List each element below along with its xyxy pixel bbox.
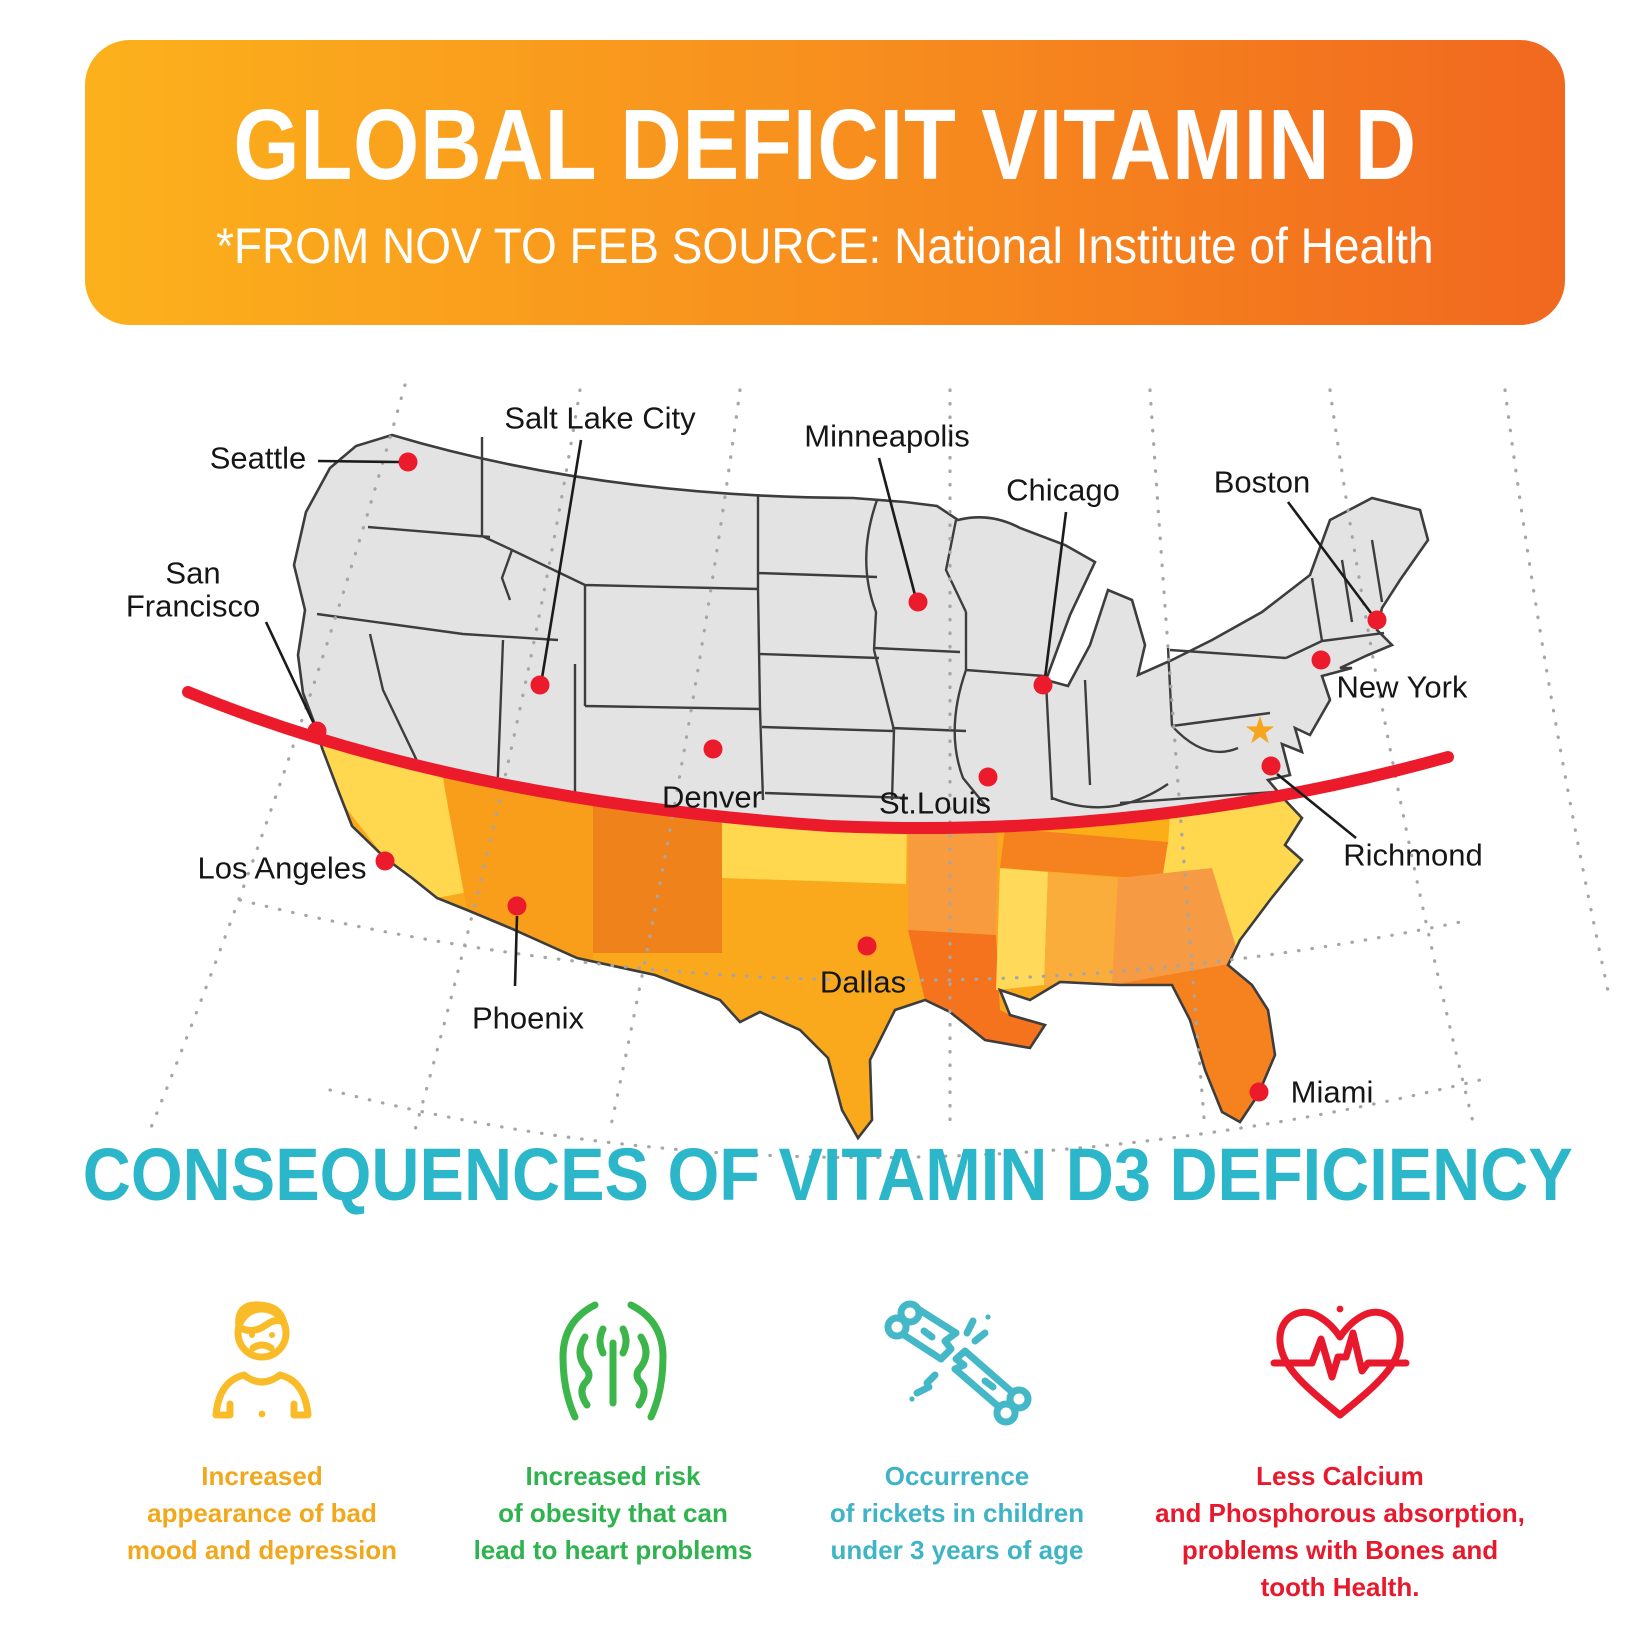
- page-subtitle: *FROM NOV TO FEB SOURCE: National Instit…: [216, 217, 1434, 274]
- city-dot-richmond: [1261, 756, 1281, 776]
- city-dot-boston: [1367, 610, 1387, 630]
- city-dot-seattle: [398, 452, 418, 472]
- city-dots: [307, 452, 1387, 1102]
- city-leader-lines: [264, 439, 1373, 987]
- map-label-denver: Denver: [662, 779, 762, 815]
- map-label-miami: Miami: [1290, 1074, 1374, 1110]
- state-borders: [316, 437, 1385, 829]
- graticule-lines: [148, 383, 1612, 1160]
- map-label-seattle: Seattle: [209, 440, 307, 476]
- city-dot-los-angeles: [375, 851, 395, 871]
- map-label-san-francisco: San Francisco: [125, 555, 261, 624]
- city-dot-minneapolis: [908, 592, 928, 612]
- consequence-obesity-caption: Increased risk of obesity that can lead …: [473, 1461, 753, 1565]
- broken-bone-icon: [884, 1300, 1032, 1426]
- map-label-salt-lake-city: Salt Lake City: [504, 400, 696, 436]
- consequence-rickets: Occurrence of rickets in children under …: [747, 1295, 1167, 1569]
- city-dot-chicago: [1033, 675, 1053, 695]
- city-dot-denver: [703, 739, 723, 759]
- consequence-mood: Increased appearance of bad mood and dep…: [52, 1295, 472, 1569]
- header-banner: GLOBAL DEFICIT VITAMIN D *FROM NOV TO FE…: [85, 40, 1565, 325]
- washington-dc-star-icon: [1245, 716, 1275, 744]
- consequence-mood-caption: Increased appearance of bad mood and dep…: [126, 1461, 398, 1565]
- consequences-title: CONSEQUENCES OF VITAMIN D3 DEFICIENCY: [82, 1133, 1573, 1216]
- city-dot-miami: [1249, 1082, 1269, 1102]
- map-label-boston: Boston: [1213, 464, 1311, 500]
- consequence-rickets-caption: Occurrence of rickets in children under …: [829, 1461, 1085, 1565]
- map-label-dallas: Dallas: [819, 964, 907, 1000]
- consequence-calcium-caption: Less Calcium and Phosphorous absorption,…: [1155, 1461, 1525, 1602]
- city-dot-phoenix: [507, 896, 527, 916]
- map-label-phoenix: Phoenix: [471, 1000, 585, 1036]
- vitamin-d-boundary-line: [182, 686, 1454, 835]
- city-dot-salt-lake-city: [530, 675, 550, 695]
- map-label-chicago: Chicago: [1006, 472, 1120, 508]
- city-dot-san-francisco: [307, 721, 327, 741]
- us-map-svg: [148, 383, 1612, 1160]
- consequence-obesity: Increased risk of obesity that can lead …: [403, 1295, 823, 1569]
- heart-pulse-icon: [1270, 1305, 1410, 1419]
- map-label-st-louis: St.Louis: [878, 785, 992, 821]
- obesity-body-icon: [559, 1301, 667, 1421]
- city-dot-new-york: [1311, 650, 1331, 670]
- consequence-calcium: Less Calcium and Phosphorous absorption,…: [1130, 1295, 1550, 1606]
- map-label-new-york: New York: [1336, 669, 1468, 705]
- city-dot-dallas: [857, 936, 877, 956]
- map-label-los-angeles: Los Angeles: [197, 850, 367, 886]
- sad-person-icon: [212, 1301, 312, 1419]
- city-dot-st-louis: [978, 767, 998, 787]
- map-label-minneapolis: Minneapolis: [804, 418, 970, 454]
- page-title: GLOBAL DEFICIT VITAMIN D: [233, 88, 1417, 201]
- map-label-richmond: Richmond: [1343, 837, 1483, 873]
